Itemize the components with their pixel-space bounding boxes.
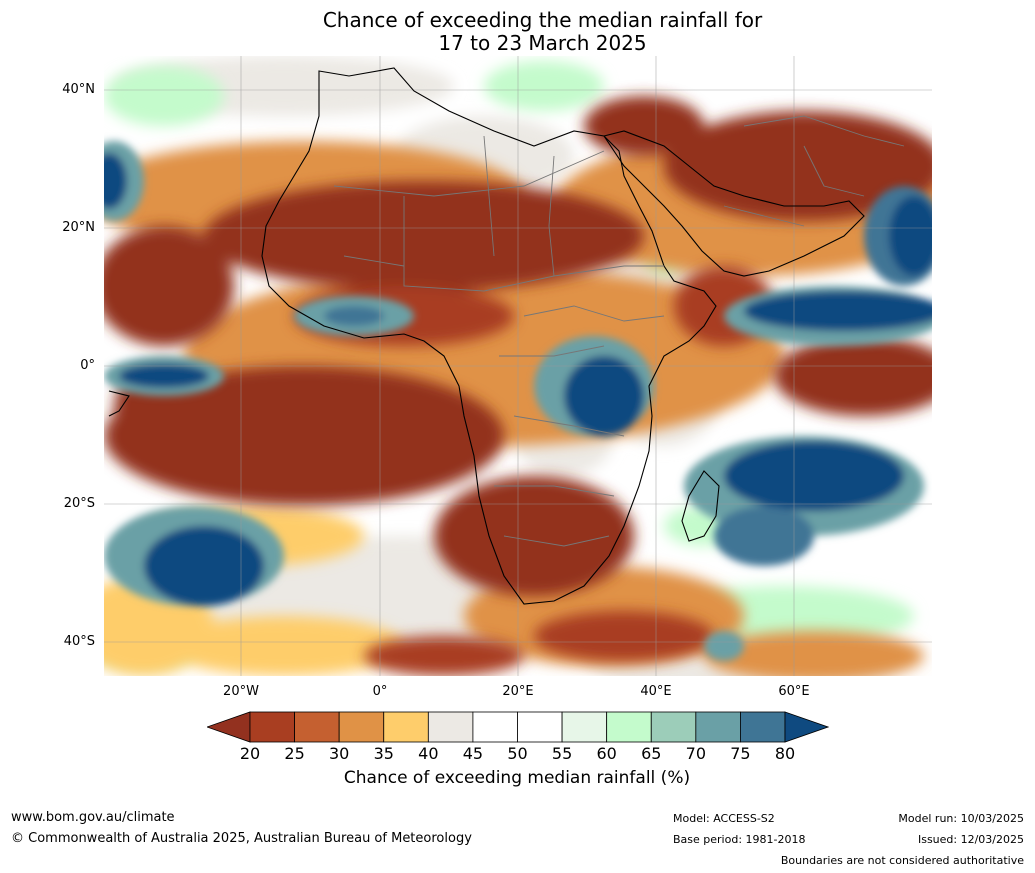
lat-label-0: 0° [80,358,95,373]
map-title: Chance of exceeding the median rainfall … [0,9,1035,55]
colorbar-tick-label: 80 [774,744,796,763]
colorbar-cell [249,711,295,743]
colorbar-cell [427,711,474,743]
colorbar-tick-label: 70 [685,744,706,763]
colorbar-tick-label: 35 [373,744,394,763]
colorbar-tick-label: 65 [641,744,662,763]
footer-copyright: © Commonwealth of Australia 2025, Austra… [11,831,472,846]
colorbar-tick-label: 30 [328,744,350,763]
colorbar-tick-label: 25 [284,744,305,763]
footer-website[interactable]: www.bom.gov.au/climate [11,810,175,825]
colorbar-tick-label: 75 [730,744,751,763]
colorbar-low-arrow [207,711,251,743]
colorbar-cell [338,711,385,743]
lat-label-20s: 20°S [63,496,95,511]
footer-model-run: Model run: 10/03/2025 [898,812,1024,825]
lon-label-20e: 20°E [502,684,534,699]
colorbar-cell [695,711,741,743]
rainfall-map[interactable] [104,56,932,676]
colorbar-cell [606,711,652,743]
colorbar-cell [650,711,697,743]
colorbar-cell [472,711,518,743]
colorbar-tick-label: 40 [418,744,439,763]
colorbar-cell [561,711,608,743]
lon-label-60e: 60°E [778,684,810,699]
lat-label-40s: 40°S [63,634,95,649]
lon-label-20w: 20°W [223,684,259,699]
colorbar-cells [249,711,786,743]
coastline [108,67,865,605]
footer-disclaimer: Boundaries are not considered authoritat… [780,854,1024,867]
colorbar-tick-label: 55 [551,744,573,763]
colorbar-tick-label: 60 [596,744,617,763]
colorbar-cell [383,711,429,743]
graticule [104,56,932,676]
lon-label-0: 0° [372,684,388,699]
footer-model: Model: ACCESS-S2 [673,812,775,825]
colorbar-tick-label: 45 [462,744,484,763]
title-line-2: 17 to 23 March 2025 [438,31,647,55]
title-line-1: Chance of exceeding the median rainfall … [322,8,763,32]
country-borders [333,115,905,547]
colorbar-tick-label: 50 [507,744,528,763]
footer-issued: Issued: 12/03/2025 [917,833,1024,846]
lat-label-40n: 40°N [62,82,95,97]
colorbar-cell [294,711,340,743]
colorbar-cell [740,711,786,743]
lat-label-20n: 20°N [62,220,95,235]
colorbar-cell [517,711,563,743]
colorbar-label: Chance of exceeding median rainfall (%) [343,768,691,788]
colorbar-tick-label: 20 [239,744,261,763]
footer-base-period: Base period: 1981-2018 [673,833,806,846]
wet-regions [104,141,932,661]
lon-label-40e: 40°E [640,684,672,699]
colorbar [207,711,829,743]
rainfall-map-svg [104,56,932,676]
colorbar-high-arrow [784,711,829,743]
